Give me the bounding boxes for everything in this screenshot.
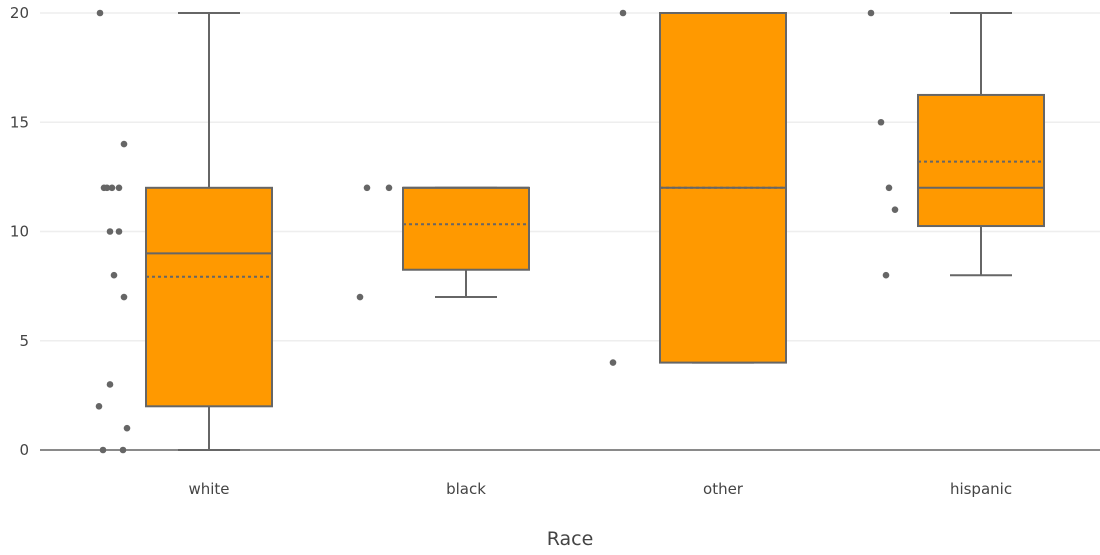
y-axis-ticks: 0 5 10 15 20	[10, 4, 29, 459]
data-point	[106, 228, 114, 235]
data-point	[609, 359, 617, 366]
x-tick-label-other: other	[703, 480, 744, 498]
data-point	[877, 118, 885, 126]
x-tick-label-hispanic: hispanic	[950, 480, 1012, 498]
x-tick-label-black: black	[446, 480, 486, 498]
y-tick-label-0: 0	[19, 441, 29, 459]
data-point	[115, 228, 123, 235]
data-point	[106, 381, 114, 388]
data-point	[882, 271, 890, 279]
box-iqr	[145, 186, 273, 408]
box-iqr	[917, 93, 1045, 228]
data-point	[385, 184, 393, 192]
x-tick-label-white: white	[188, 480, 229, 498]
x-axis-ticks: white black other hispanic	[188, 480, 1012, 498]
y-tick-label-5: 5	[19, 332, 29, 350]
y-tick-label-10: 10	[10, 223, 29, 241]
y-tick-label-15: 15	[10, 113, 29, 131]
data-point	[619, 9, 627, 17]
data-point	[96, 9, 104, 17]
data-point	[110, 271, 118, 279]
data-point	[891, 206, 899, 213]
data-point	[108, 184, 116, 192]
data-point	[867, 9, 875, 17]
data-point	[356, 293, 364, 301]
box-white	[95, 9, 273, 454]
data-point	[885, 184, 893, 192]
data-point	[115, 184, 123, 192]
data-point	[119, 446, 127, 454]
box-other	[609, 9, 787, 366]
data-point	[120, 293, 128, 301]
data-point	[99, 446, 107, 454]
x-axis-title: Race	[547, 528, 594, 550]
data-point	[103, 184, 111, 192]
y-tick-label-20: 20	[10, 4, 29, 22]
data-point	[363, 184, 371, 192]
data-point	[123, 424, 131, 432]
data-point	[95, 403, 103, 410]
box-black	[356, 184, 530, 301]
boxes	[95, 9, 1045, 454]
box-iqr	[402, 186, 530, 271]
box-hispanic	[867, 9, 1045, 279]
data-point	[120, 140, 128, 148]
